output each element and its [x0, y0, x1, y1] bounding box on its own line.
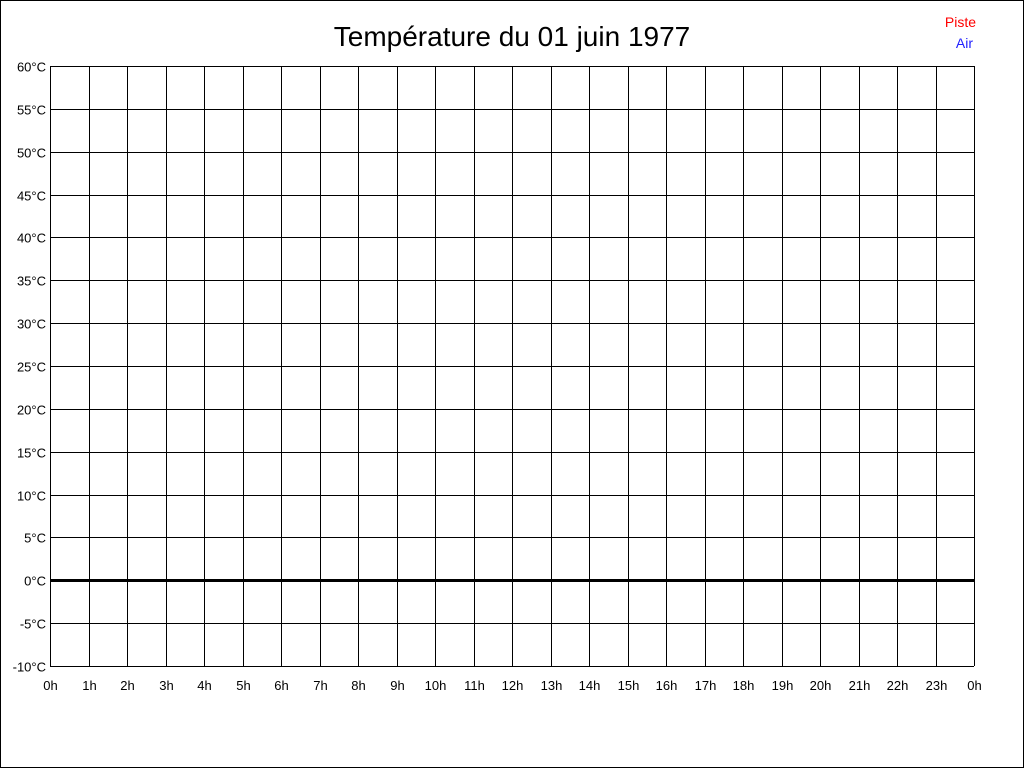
x-tick-label: 6h	[274, 678, 288, 693]
y-tick-label: 40°C	[17, 231, 46, 246]
x-tick-label: 22h	[887, 678, 909, 693]
y-tick-label: -10°C	[13, 660, 46, 675]
x-tick-label: 16h	[656, 678, 678, 693]
legend-air: Air	[956, 35, 973, 51]
x-tick-label: 18h	[733, 678, 755, 693]
y-tick-label: 30°C	[17, 317, 46, 332]
x-tick-label: 19h	[772, 678, 794, 693]
x-tick-label: 10h	[425, 678, 447, 693]
x-tick-label: 5h	[236, 678, 250, 693]
grid	[50, 66, 975, 667]
x-tick-label: 12h	[502, 678, 524, 693]
legend-piste: Piste	[945, 14, 976, 30]
x-tick-label: 15h	[618, 678, 640, 693]
y-tick-label: 0°C	[24, 574, 46, 589]
y-tick-label: 50°C	[17, 146, 46, 161]
x-tick-label: 0h	[967, 678, 981, 693]
x-tick-label: 14h	[579, 678, 601, 693]
y-tick-label: 60°C	[17, 60, 46, 75]
x-tick-label: 3h	[159, 678, 173, 693]
x-tick-label: 11h	[464, 678, 485, 693]
chart-title: Température du 01 juin 1977	[334, 21, 690, 52]
x-tick-label: 1h	[82, 678, 96, 693]
x-tick-label: 17h	[695, 678, 717, 693]
y-tick-label: 45°C	[17, 189, 46, 204]
y-tick-label: 5°C	[24, 531, 46, 546]
x-tick-label: 8h	[351, 678, 365, 693]
y-tick-label: 20°C	[17, 403, 46, 418]
y-tick-label: 35°C	[17, 274, 46, 289]
x-tick-label: 9h	[390, 678, 404, 693]
y-tick-label: 55°C	[17, 103, 46, 118]
y-tick-label: 10°C	[17, 489, 46, 504]
x-tick-label: 23h	[926, 678, 948, 693]
x-tick-label: 13h	[541, 678, 563, 693]
y-tick-label: 25°C	[17, 360, 46, 375]
x-tick-label: 7h	[313, 678, 327, 693]
y-tick-label: 15°C	[17, 446, 46, 461]
axis-labels: 0h 1h 2h 3h 4h 5h 6h 7h 8h 9h 10h 11h 12h 13h 14h 15h 16…	[13, 60, 982, 694]
y-tick-label: -5°C	[20, 617, 46, 632]
x-tick-label: 4h	[197, 678, 211, 693]
x-tick-label: 20h	[810, 678, 832, 693]
x-tick-label: 21h	[849, 678, 871, 693]
x-tick-label: 0h	[43, 678, 57, 693]
x-tick-label: 2h	[120, 678, 134, 693]
